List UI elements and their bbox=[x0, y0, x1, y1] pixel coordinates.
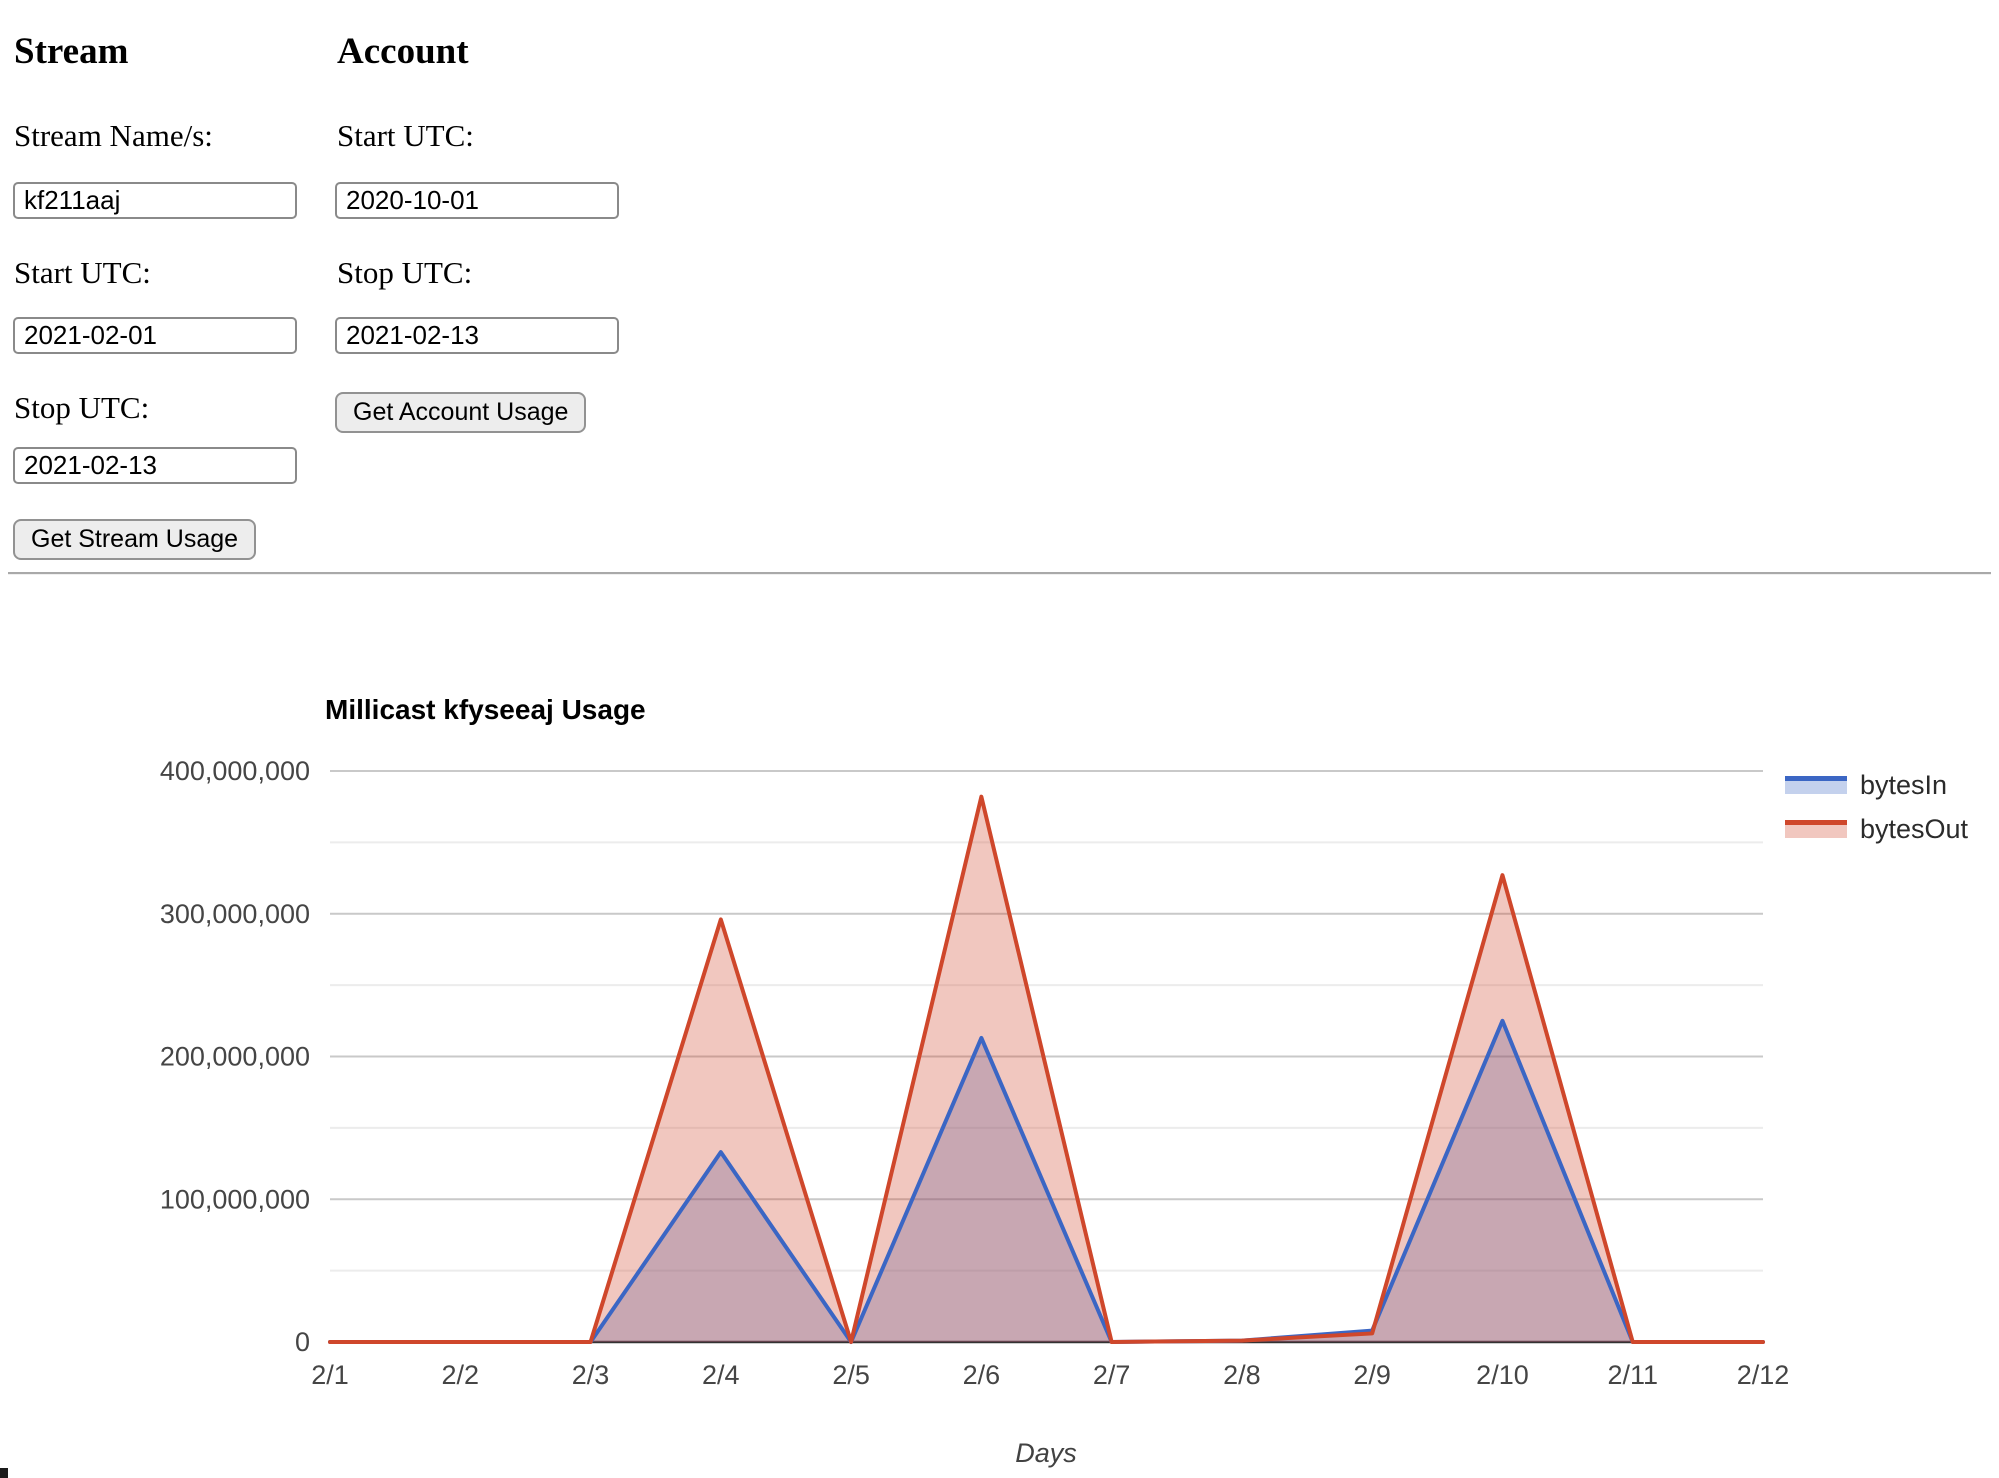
stream-start-utc-input[interactable] bbox=[13, 317, 297, 354]
y-tick-label: 300,000,000 bbox=[160, 899, 310, 929]
y-tick-label: 0 bbox=[295, 1327, 310, 1357]
x-tick-label: 2/3 bbox=[572, 1360, 610, 1390]
stream-start-utc-label: Start UTC: bbox=[14, 255, 151, 290]
get-account-usage-button[interactable]: Get Account Usage bbox=[335, 392, 587, 433]
usage-area-chart-plot[interactable]: 0 100,000,000 200,000,000 300,000,000 400,00… bbox=[0, 640, 1999, 1478]
legend-item-bytesout: bytesOut bbox=[1785, 812, 1968, 846]
x-tick-label: 2/8 bbox=[1223, 1360, 1261, 1390]
get-stream-usage-button[interactable]: Get Stream Usage bbox=[13, 519, 257, 560]
chart-legend: bytesIn bytesOut bbox=[1785, 768, 1968, 846]
account-stop-utc-input[interactable] bbox=[335, 317, 619, 354]
usage-chart-region: Millicast kfyseeaj Usage 0 100,000,000 200… bbox=[0, 640, 1999, 1478]
account-start-utc-label: Start UTC: bbox=[337, 118, 474, 153]
stream-name-label: Stream Name/s: bbox=[14, 118, 213, 153]
x-tick-label: 2/11 bbox=[1607, 1360, 1658, 1390]
y-tick-label: 400,000,000 bbox=[160, 756, 310, 786]
x-tick-label: 2/6 bbox=[963, 1360, 1001, 1390]
section-divider bbox=[8, 572, 1991, 575]
account-section-heading: Account bbox=[337, 31, 469, 72]
account-stop-utc-label: Stop UTC: bbox=[337, 255, 473, 290]
account-start-utc-input[interactable] bbox=[335, 182, 619, 219]
stream-stop-utc-input[interactable] bbox=[13, 447, 297, 484]
stream-stop-utc-label: Stop UTC: bbox=[14, 390, 150, 425]
y-tick-label: 200,000,000 bbox=[160, 1042, 310, 1072]
chart-title: Millicast kfyseeaj Usage bbox=[325, 694, 646, 725]
x-tick-label: 2/5 bbox=[832, 1360, 870, 1390]
bytesout-series-swatch bbox=[1785, 820, 1847, 838]
stream-name-input[interactable] bbox=[13, 182, 297, 219]
x-tick-label: 2/12 bbox=[1737, 1360, 1790, 1390]
legend-label-bytesin: bytesIn bbox=[1860, 769, 1948, 800]
x-tick-label: 2/7 bbox=[1093, 1360, 1131, 1390]
x-tick-label: 2/1 bbox=[311, 1360, 349, 1390]
legend-label-bytesout: bytesOut bbox=[1860, 813, 1969, 844]
stream-section-heading: Stream bbox=[14, 31, 129, 72]
xaxis-title-days: Days bbox=[1015, 1438, 1077, 1468]
legend-item-bytesin: bytesIn bbox=[1785, 768, 1968, 802]
x-tick-label: 2/9 bbox=[1353, 1360, 1391, 1390]
x-tick-label: 2/2 bbox=[441, 1360, 479, 1390]
clipped-corner-artifact bbox=[0, 1468, 8, 1478]
x-tick-label: 2/4 bbox=[702, 1360, 740, 1390]
y-tick-label: 100,000,000 bbox=[160, 1184, 310, 1214]
bytesin-series-swatch bbox=[1785, 776, 1847, 794]
x-tick-label: 2/10 bbox=[1476, 1360, 1529, 1390]
